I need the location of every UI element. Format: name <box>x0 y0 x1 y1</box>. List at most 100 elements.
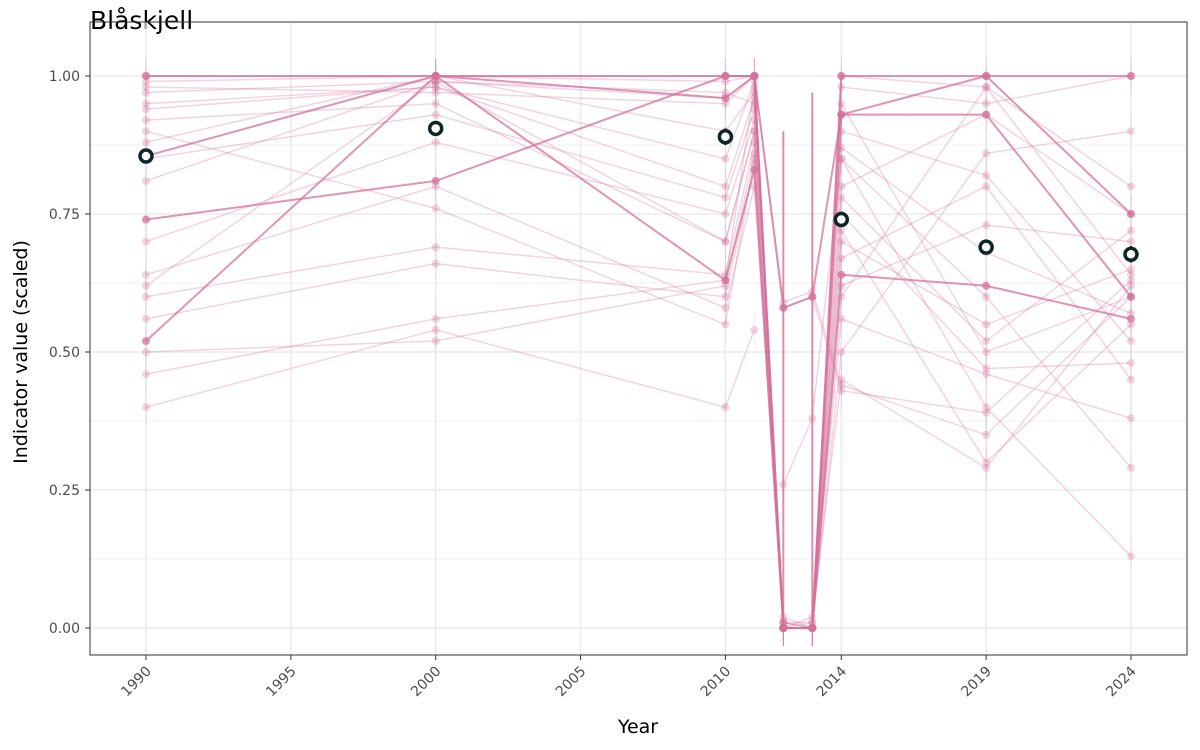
data-point <box>982 430 991 439</box>
data-point <box>982 364 991 373</box>
data-point <box>142 215 150 224</box>
data-point <box>837 127 846 136</box>
data-point <box>721 303 730 312</box>
data-point <box>837 386 846 395</box>
data-point <box>750 138 759 147</box>
data-point <box>142 348 150 356</box>
data-point <box>721 154 730 163</box>
series-line <box>782 157 1132 485</box>
data-point <box>837 292 846 301</box>
data-point <box>721 403 730 412</box>
series-line <box>145 329 756 409</box>
data-point <box>837 314 846 323</box>
data-point <box>142 88 150 97</box>
data-point <box>982 348 991 356</box>
data-point <box>431 99 440 108</box>
data-point <box>142 403 150 412</box>
data-point <box>142 281 150 290</box>
data-point <box>142 99 150 108</box>
data-point <box>982 403 991 412</box>
data-point <box>431 77 440 86</box>
data-point <box>721 237 730 246</box>
data-point <box>750 72 759 80</box>
data-point <box>1126 72 1135 80</box>
mean-point <box>978 239 994 255</box>
data-point <box>142 116 150 125</box>
data-point <box>721 72 730 80</box>
x-tick-label: 1995 <box>263 664 300 701</box>
data-point <box>750 72 759 80</box>
series-line <box>145 142 1132 629</box>
data-point <box>750 154 759 163</box>
data-point <box>982 463 991 472</box>
y-tick-label: 0.50 <box>49 345 80 361</box>
series-line <box>145 164 1132 629</box>
y-tick-label: 0.00 <box>49 621 80 637</box>
data-point <box>837 83 846 92</box>
data-point <box>750 94 759 103</box>
plot-border <box>89 21 1188 656</box>
data-point <box>1126 281 1135 290</box>
data-point <box>837 72 846 80</box>
y-tick-label: 1.00 <box>49 69 80 85</box>
y-tick-label: 0.75 <box>49 207 80 223</box>
data-point <box>431 72 440 80</box>
x-tick-label: 2010 <box>698 664 735 701</box>
data-point <box>750 325 759 334</box>
data-point <box>142 72 150 80</box>
y-tick-label: 0.25 <box>49 483 80 499</box>
series-line <box>145 74 1132 436</box>
data-point <box>750 105 759 114</box>
data-point <box>982 99 991 108</box>
data-point <box>750 83 759 92</box>
y-axis-label: Indicator value (scaled) <box>10 240 32 464</box>
data-point <box>982 370 991 379</box>
data-point <box>837 254 846 263</box>
series-line <box>783 279 1132 414</box>
data-point <box>982 182 991 191</box>
data-point <box>142 336 150 345</box>
axis-ticks: 0.00 0.25 0.50 0.75 1.00 1990 1995 2000 2005 2010… <box>49 69 1140 700</box>
data-point <box>1126 320 1135 329</box>
data-point <box>721 210 730 218</box>
data-point <box>1126 226 1135 235</box>
data-point <box>750 160 759 169</box>
data-point <box>721 276 730 285</box>
data-point <box>982 281 991 290</box>
series-line <box>145 86 1132 630</box>
data-point <box>431 182 440 191</box>
data-point <box>837 99 846 108</box>
data-point <box>1126 292 1135 301</box>
series-line <box>145 86 1132 629</box>
data-point <box>982 221 991 230</box>
data-point <box>431 314 440 323</box>
data-point <box>982 458 991 467</box>
data-point <box>721 94 730 103</box>
data-point <box>1126 182 1135 191</box>
x-tick-label: 2024 <box>1103 663 1140 700</box>
data-point <box>142 292 150 301</box>
mean-points <box>138 120 1139 263</box>
data-point <box>1126 336 1135 345</box>
x-tick-label: 2014 <box>814 663 851 700</box>
data-point <box>721 237 730 246</box>
data-point <box>837 110 846 119</box>
data-point <box>721 292 730 301</box>
data-point <box>837 381 846 390</box>
data-point <box>837 270 846 279</box>
x-tick-label: 2000 <box>408 664 445 701</box>
data-point <box>431 72 440 80</box>
data-point <box>750 72 759 80</box>
data-point <box>837 72 846 80</box>
mean-point <box>717 128 734 145</box>
data-point <box>431 325 440 334</box>
data-point <box>142 127 150 136</box>
data-point <box>1126 210 1135 218</box>
data-point <box>837 237 846 246</box>
data-point <box>431 77 440 86</box>
mean-point <box>427 120 444 137</box>
data-point <box>1126 414 1135 423</box>
data-point <box>982 83 991 92</box>
data-point <box>431 204 440 213</box>
